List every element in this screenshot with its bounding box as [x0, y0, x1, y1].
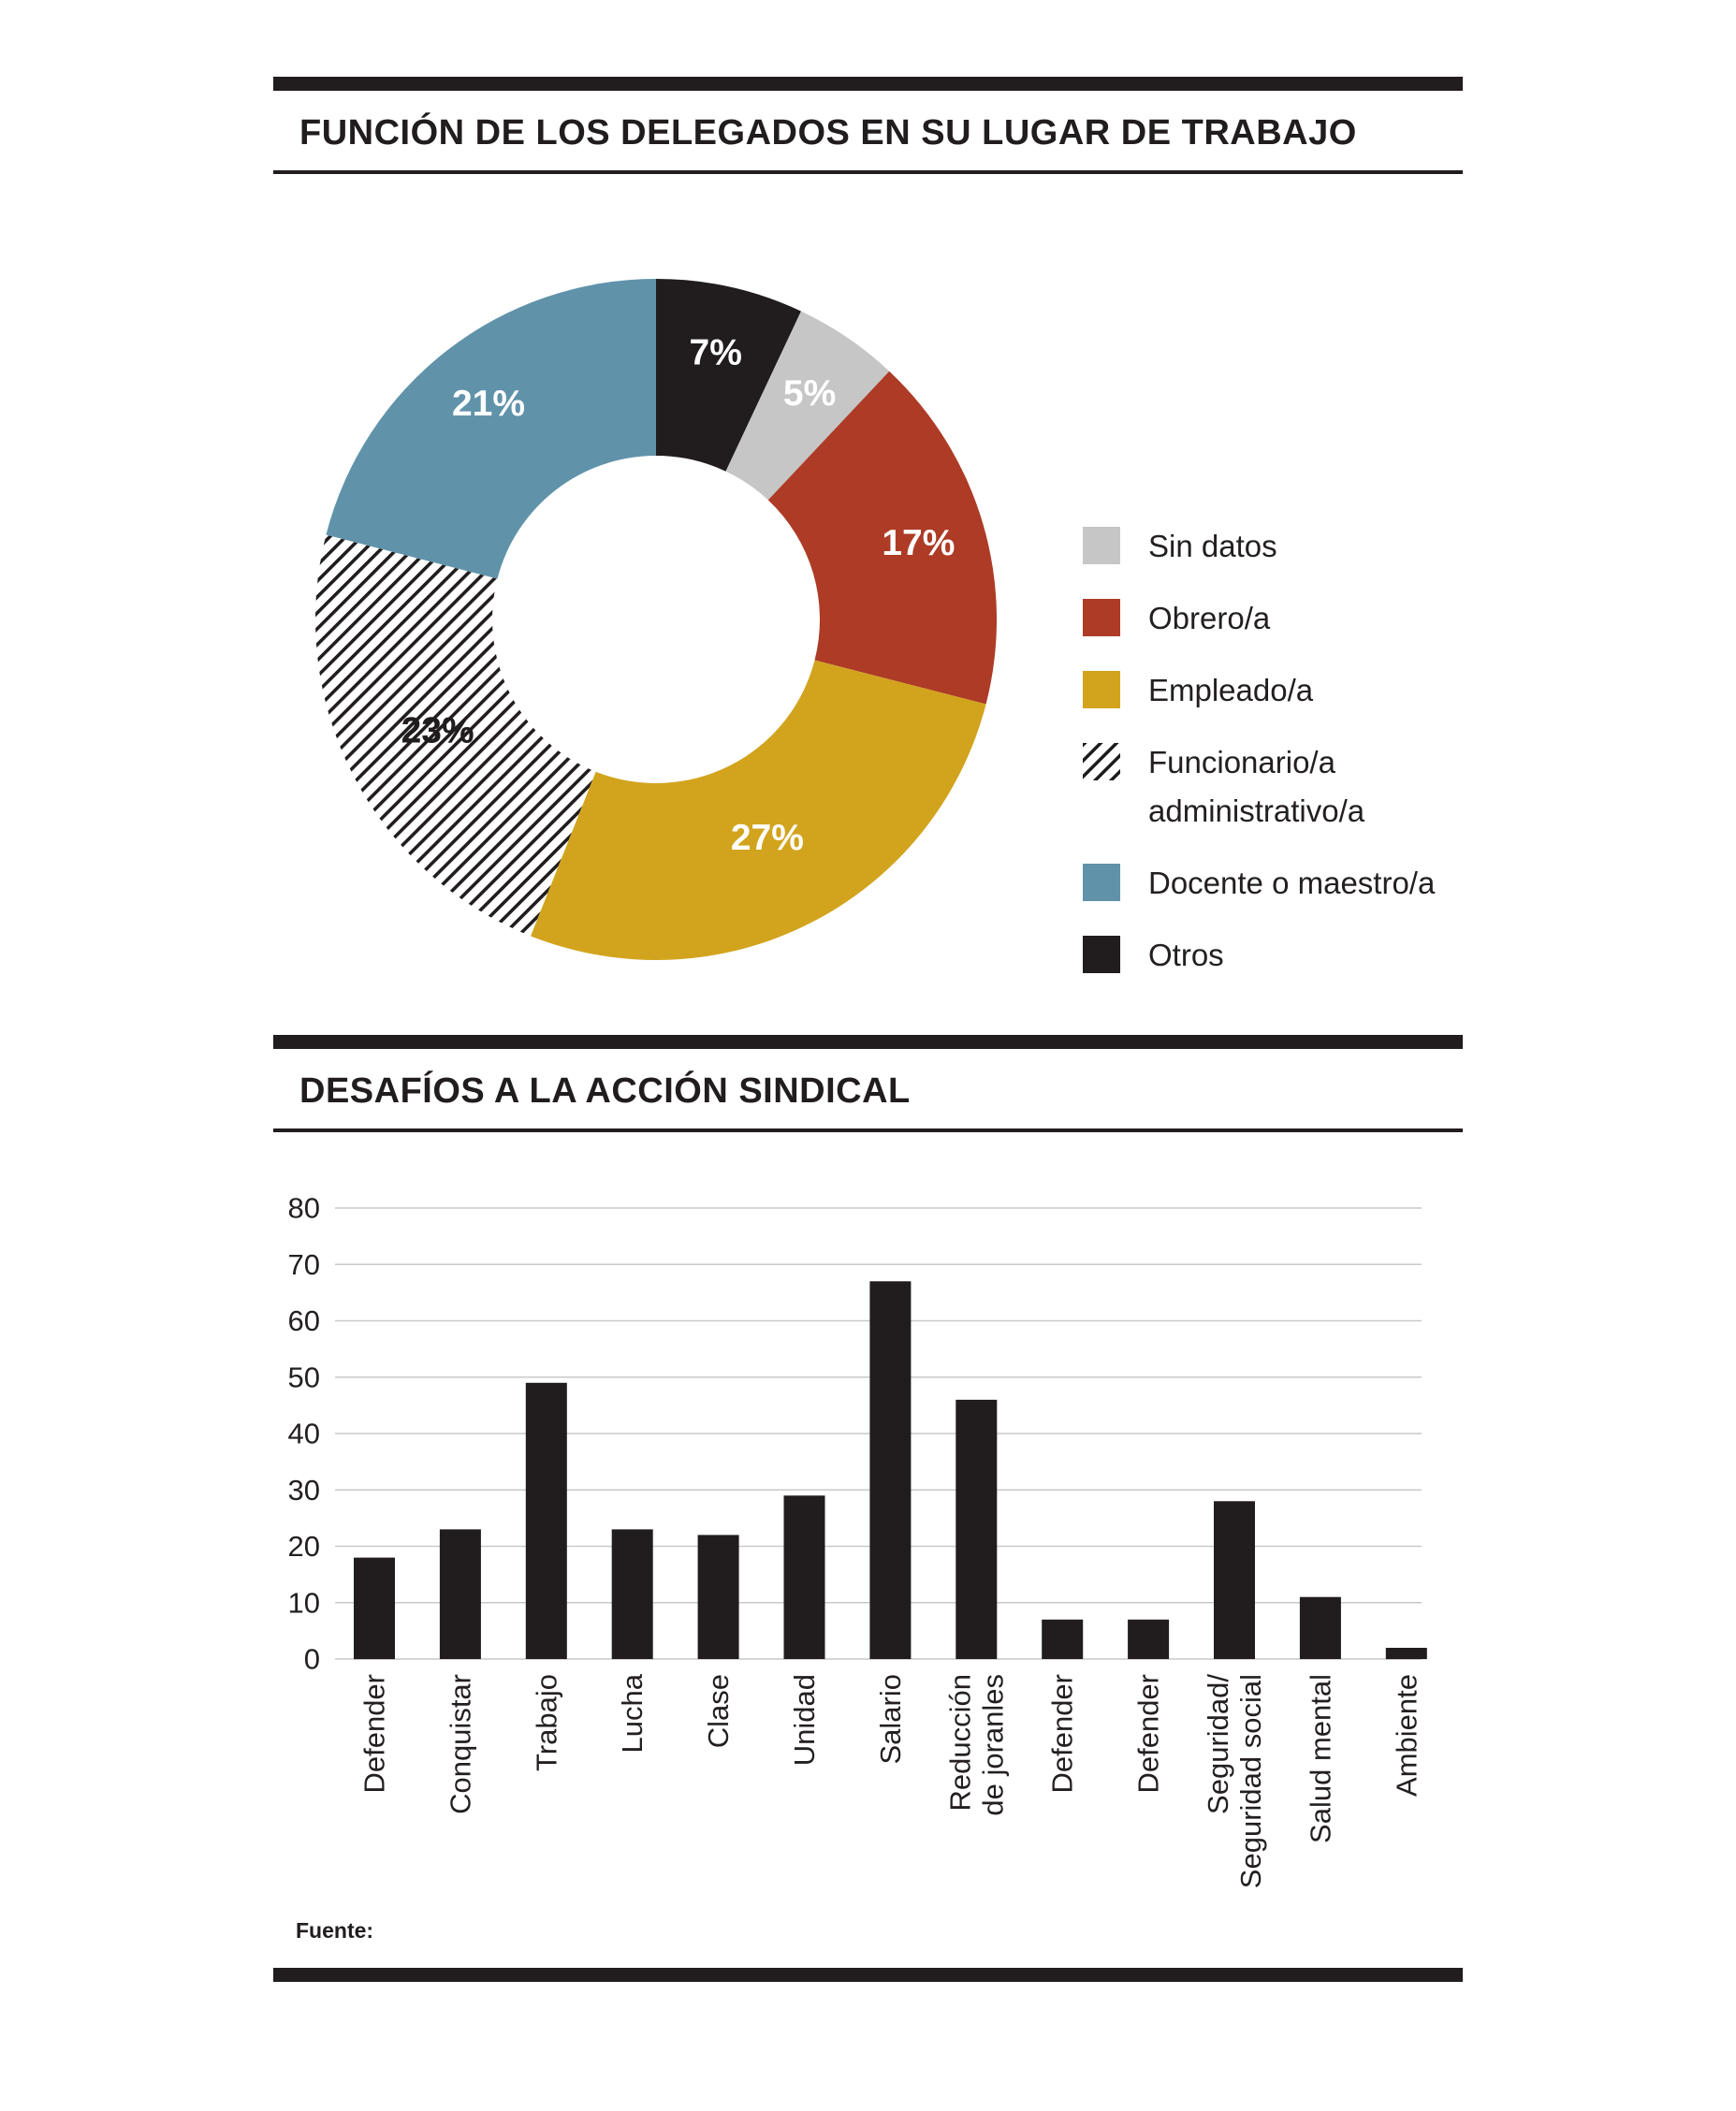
y-tick-label: 40: [288, 1418, 320, 1450]
donut-value-label: 21%: [452, 384, 525, 424]
bar-4: [697, 1535, 739, 1659]
content-column: FUNCIÓN DE LOS DELEGADOS EN SU LUGAR DE …: [273, 77, 1463, 1982]
y-tick-label: 70: [288, 1248, 320, 1281]
x-category-label: Salud mental: [1304, 1674, 1336, 1843]
bar-9: [1128, 1619, 1170, 1659]
x-category-label: Conquistar: [444, 1674, 476, 1814]
legend-swatch: [1083, 599, 1120, 637]
bar-5: [783, 1495, 825, 1659]
legend-label: Docente o maestro/a: [1148, 865, 1436, 900]
bar-3: [611, 1529, 653, 1659]
bar-6: [869, 1281, 912, 1659]
x-category-label: Unidad: [788, 1674, 821, 1766]
bar-chart-svg: 0 10 20 30 40 50 60 70 80 Defender Conquistar Traba…: [288, 1192, 1427, 1888]
bar-11: [1299, 1596, 1341, 1659]
section1-title: FUNCIÓN DE LOS DELEGADOS EN SU LUGAR DE …: [299, 113, 1357, 153]
legend-swatch: [1083, 527, 1120, 564]
donut-value-label: 17%: [882, 523, 955, 563]
bar-10: [1214, 1501, 1255, 1659]
y-tick-label: 80: [288, 1192, 320, 1225]
x-category-label: Clase: [702, 1674, 735, 1748]
x-category-label: Ambiente: [1390, 1674, 1422, 1797]
legend-label: Empleado/a: [1148, 673, 1314, 708]
bottom-rule: [273, 1968, 1463, 1982]
donut-chart-svg: 7% 5% 17% 27% 23% 21%: [315, 279, 997, 960]
x-category-label: Defender: [1132, 1674, 1165, 1794]
section2-title: DESAFÍOS A LA ACCIÓN SINDICAL: [299, 1071, 911, 1111]
legend-label: Sin datos: [1148, 529, 1277, 563]
x-category-label: Defender: [1046, 1674, 1079, 1794]
legend-item: Otros: [1083, 931, 1435, 979]
bar-1: [439, 1529, 481, 1659]
top-rule: [273, 77, 1463, 91]
x-category-label: Trabajo: [530, 1674, 562, 1771]
bar-0: [354, 1557, 395, 1660]
donut-slice-2: [767, 371, 997, 705]
legend-swatch: [1083, 671, 1120, 709]
bar-8: [1042, 1619, 1084, 1659]
x-category-label: Defender: [358, 1674, 391, 1794]
section2-title-underline: [273, 1128, 1463, 1132]
legend-item: Empleado/a: [1083, 666, 1435, 714]
x-category-label: de joranles: [976, 1674, 1009, 1816]
donut-value-label: 7%: [690, 333, 742, 373]
bar-2: [525, 1382, 567, 1659]
x-category-label: Lucha: [616, 1673, 649, 1753]
section2-top-rule: [273, 1035, 1463, 1049]
y-tick-label: 20: [288, 1530, 320, 1563]
y-tick-label: 10: [288, 1586, 320, 1619]
donut-chart-area: 7% 5% 17% 27% 23% 21% Sin datos Obrero/a Emplea…: [273, 174, 1463, 1035]
donut-slice-4: [315, 534, 596, 937]
donut-slice-5: [326, 279, 656, 579]
legend-label: Obrero/a: [1148, 601, 1271, 636]
legend-label: Funcionario/a administrativo/a: [1148, 745, 1365, 828]
donut-value-label: 23%: [401, 710, 474, 750]
legend-item: Sin datos: [1083, 522, 1435, 570]
donut-value-label: 27%: [731, 818, 804, 858]
donut-slice-1: [725, 311, 890, 501]
donut-value-label: 5%: [783, 373, 836, 414]
x-category-label: Reducción: [943, 1674, 976, 1811]
bar-12: [1385, 1648, 1427, 1660]
y-tick-label: 60: [288, 1304, 320, 1337]
legend-swatch: [1083, 935, 1120, 973]
legend-swatch: [1083, 743, 1120, 781]
y-tick-label: 30: [288, 1474, 320, 1507]
donut-slice-3: [531, 660, 986, 960]
x-category-label: Salario: [874, 1674, 907, 1765]
y-tick-label: 50: [288, 1361, 320, 1393]
source-label: Fuente:: [296, 1918, 374, 1943]
legend-swatch: [1083, 863, 1120, 901]
legend-item: Obrero/a: [1083, 594, 1435, 642]
x-category-label: Seguridad social: [1234, 1674, 1267, 1888]
legend-item: Docente o maestro/a: [1083, 859, 1435, 907]
bar-7: [956, 1399, 998, 1659]
legend-label: Otros: [1148, 937, 1224, 972]
y-tick-label: 0: [304, 1643, 320, 1676]
section1-title-underline: [273, 170, 1463, 174]
x-category-label: Seguridad/: [1202, 1674, 1234, 1814]
donut-slice-0: [656, 279, 801, 472]
donut-legend: Sin datos Obrero/a Empleado/a Funcionario/a…: [1083, 522, 1435, 979]
legend-item: Funcionario/a administrativo/a: [1083, 738, 1435, 834]
